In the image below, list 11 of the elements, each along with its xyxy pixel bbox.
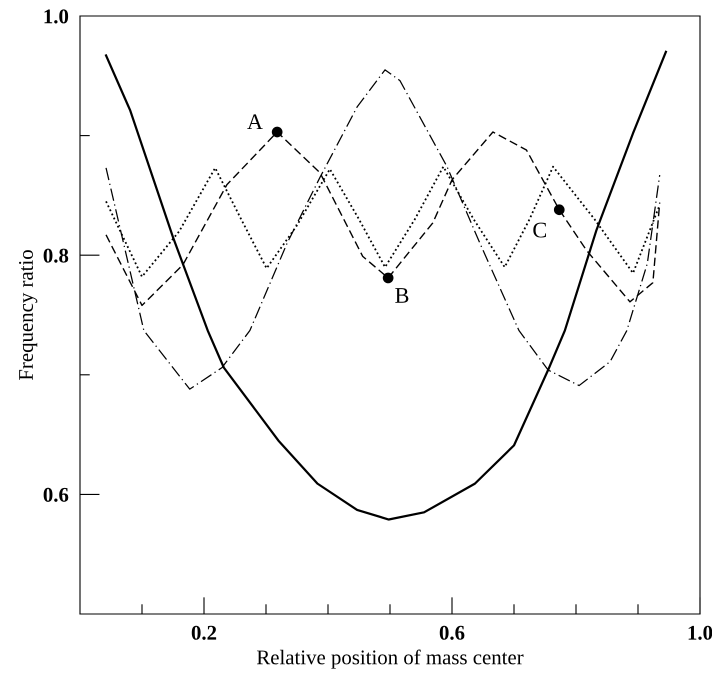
annotation: C [533, 222, 546, 238]
y-tick-label: 1.0 [44, 9, 68, 24]
y-tick-label: 0.6 [44, 488, 68, 502]
x-tick-label: 1.0 [688, 626, 712, 640]
y-axis-title: Frequency ratio [19, 250, 38, 380]
annotation: A [247, 114, 263, 130]
x-axis-title: Relative position of mass center [256, 650, 524, 669]
annotation: B [395, 288, 408, 303]
x-tick-label: 0.6 [440, 626, 464, 640]
x-tick-label: 0.2 [192, 626, 216, 640]
y-tick-label: 0.8 [44, 248, 68, 263]
